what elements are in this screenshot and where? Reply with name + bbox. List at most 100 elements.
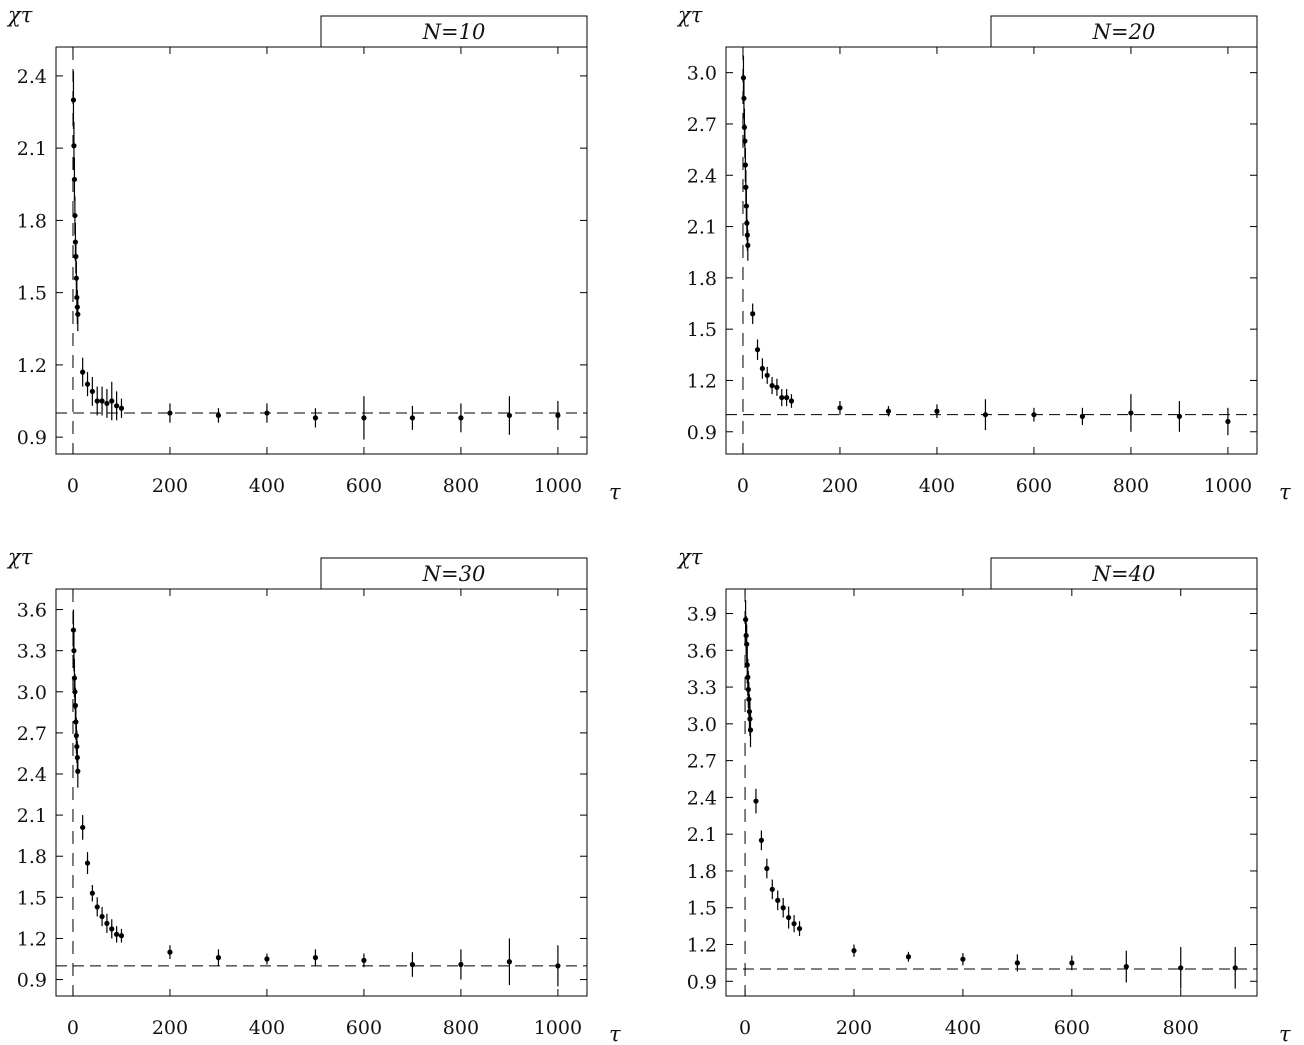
x-tick-label: 200 — [822, 475, 858, 497]
x-tick-label: 800 — [443, 475, 479, 497]
legend-label: N=40 — [1092, 562, 1156, 586]
data-point — [796, 925, 803, 932]
data-point — [759, 365, 765, 372]
data-point — [215, 955, 222, 961]
data-point — [73, 253, 79, 260]
x-tick-label: 400 — [249, 475, 285, 497]
data-point — [89, 388, 95, 394]
x-axis-label: τ — [1279, 480, 1291, 504]
y-tick-label: 0.9 — [687, 422, 717, 444]
data-point — [851, 948, 857, 954]
y-tick-label: 2.1 — [687, 217, 717, 239]
data-point — [361, 957, 367, 963]
y-tick-label: 1.2 — [687, 935, 717, 957]
y-tick-label: 1.5 — [687, 898, 717, 920]
data-point — [167, 410, 173, 416]
y-tick-label: 0.9 — [687, 971, 717, 993]
data-point — [764, 372, 770, 378]
x-tick-label: 400 — [919, 475, 955, 497]
data-point — [1014, 960, 1020, 966]
y-tick-label: 2.7 — [17, 723, 47, 745]
data-point — [118, 933, 125, 939]
y-axis-label: χτ — [676, 3, 703, 27]
x-tick-label: 0 — [739, 1017, 751, 1039]
y-tick-label: 0.9 — [17, 970, 47, 992]
y-tick-label: 1.8 — [17, 846, 47, 868]
x-tick-label: 600 — [1054, 1017, 1090, 1039]
data-point — [753, 798, 759, 804]
data-point — [779, 394, 785, 401]
data-point — [84, 381, 91, 387]
data-point — [264, 410, 270, 416]
x-tick-label: 800 — [1113, 475, 1149, 497]
x-axis-label: τ — [1279, 1022, 1291, 1045]
y-tick-label: 2.1 — [17, 138, 47, 160]
data-point — [741, 95, 747, 101]
data-point — [72, 212, 78, 219]
data-point — [784, 394, 790, 401]
legend-box — [320, 15, 588, 48]
legend-label: N=20 — [1092, 20, 1156, 44]
data-point — [109, 398, 115, 404]
data-point — [167, 949, 173, 955]
data-point — [555, 963, 561, 969]
y-tick-label: 1.8 — [17, 210, 47, 232]
chart-panel-1: N=10 χτ τ 0.9 1.2 1.5 1.8 2.1 2.4 0 200 400 600 800 10… — [6, 3, 621, 504]
y-tick-label: 2.4 — [687, 787, 717, 809]
data-point — [109, 926, 115, 932]
data-point — [104, 920, 110, 926]
data-point — [73, 275, 79, 281]
legend-box — [990, 557, 1258, 590]
data-point — [89, 890, 95, 896]
chart-panel-4: N=40 χτ τ 0.9 1.2 1.5 1.8 2.1 2.4 2.7 3.0 3.3 3.6 3.9… — [676, 545, 1291, 1045]
y-tick-label: 3.6 — [687, 640, 717, 662]
y-tick-label: 1.2 — [17, 928, 47, 950]
x-axis-label: τ — [609, 480, 621, 504]
x-tick-label: 1000 — [534, 475, 582, 497]
x-tick-label: 0 — [67, 1017, 79, 1039]
x-axis-label: τ — [609, 1022, 621, 1045]
x-tick-label: 200 — [836, 1017, 872, 1039]
data-point — [114, 403, 120, 409]
y-tick-label: 3.0 — [687, 714, 717, 736]
data-point — [71, 648, 77, 654]
data-point — [361, 415, 367, 421]
data-point — [743, 184, 749, 190]
y-tick-label: 2.7 — [687, 751, 717, 773]
y-tick-label: 2.1 — [687, 824, 717, 846]
data-point — [754, 347, 761, 353]
data-point — [1123, 963, 1129, 970]
data-point — [780, 905, 786, 911]
x-tick-label: 1000 — [534, 1017, 582, 1039]
data-point — [1031, 412, 1037, 418]
data-point — [791, 921, 797, 927]
data-point — [775, 897, 781, 903]
data-point — [75, 311, 81, 317]
data-point — [758, 837, 765, 843]
data-point — [409, 415, 416, 421]
y-tick-label: 3.6 — [17, 600, 47, 622]
data-point — [786, 914, 792, 921]
data-point — [747, 727, 754, 733]
y-tick-label: 3.0 — [17, 682, 47, 704]
data-point — [885, 408, 892, 414]
x-tick-label: 0 — [67, 475, 79, 497]
legend-box — [320, 557, 588, 590]
x-tick-label: 200 — [152, 475, 188, 497]
x-tick-label: 400 — [249, 1017, 285, 1039]
plot-frame — [725, 46, 1258, 455]
y-tick-label: 1.8 — [687, 861, 717, 883]
x-tick-label: 600 — [346, 1017, 382, 1039]
data-point — [409, 961, 416, 968]
data-point — [312, 415, 319, 421]
data-point — [104, 400, 110, 407]
y-tick-label: 0.9 — [17, 427, 47, 449]
data-point — [555, 412, 561, 419]
data-point — [458, 415, 464, 421]
y-tick-label: 2.4 — [17, 66, 47, 88]
data-point — [764, 865, 770, 872]
data-point — [215, 412, 222, 419]
y-tick-label: 1.2 — [687, 370, 717, 392]
plot-frame — [55, 46, 588, 455]
